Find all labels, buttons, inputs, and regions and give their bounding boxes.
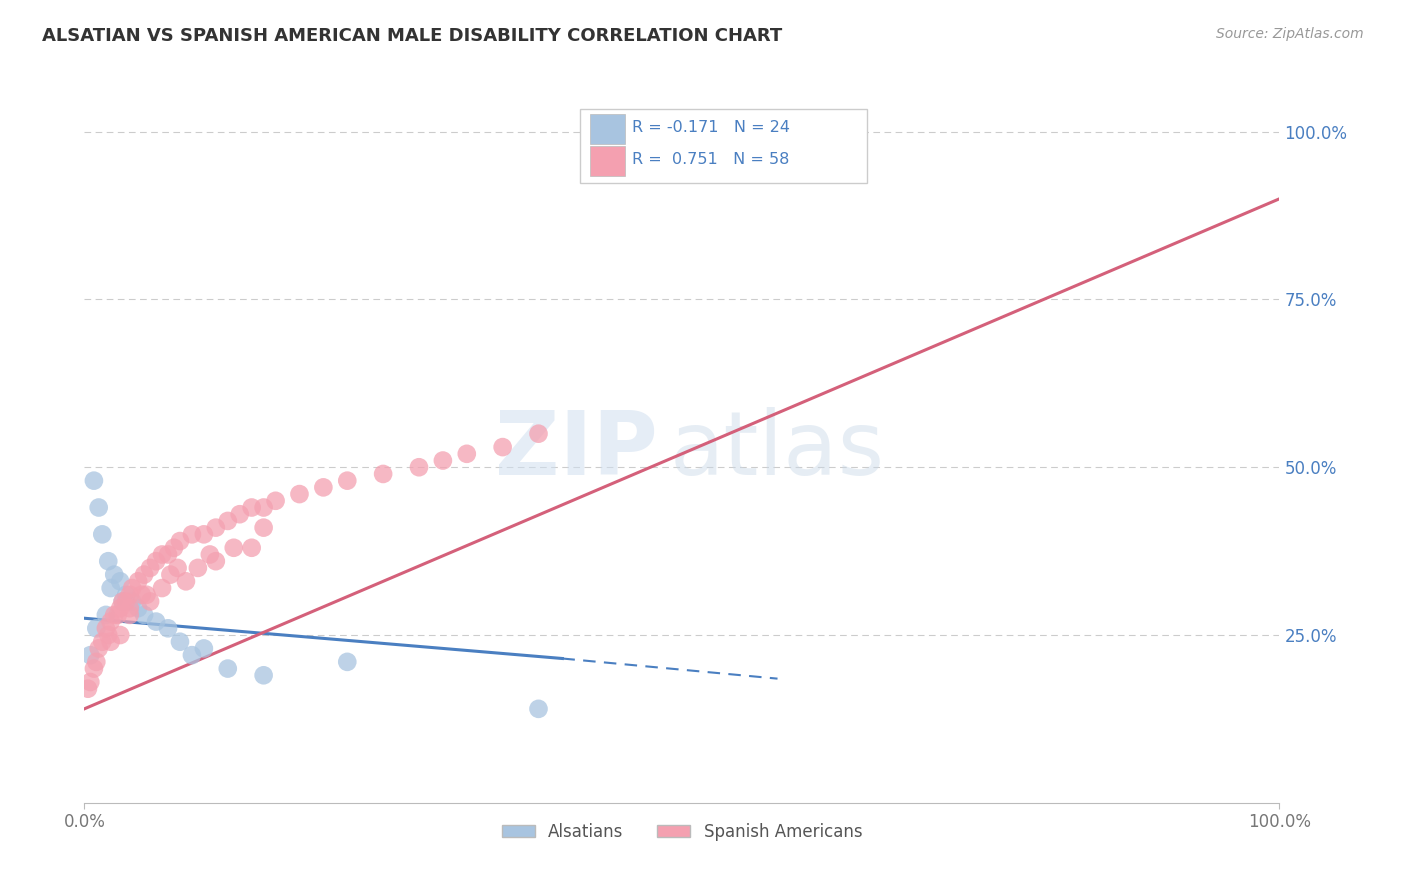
Point xyxy=(150,548,173,562)
Text: R =  0.751   N = 58: R = 0.751 N = 58 xyxy=(631,152,789,167)
Point xyxy=(103,567,125,582)
Point xyxy=(157,621,180,635)
Point xyxy=(527,426,550,441)
Point xyxy=(97,628,120,642)
Point xyxy=(91,634,114,648)
Point xyxy=(163,541,186,555)
Point xyxy=(145,554,167,568)
Point xyxy=(83,662,105,676)
Point xyxy=(169,534,191,549)
Point xyxy=(408,460,430,475)
Point xyxy=(205,521,228,535)
Point xyxy=(198,548,221,562)
Point xyxy=(94,607,117,622)
Point xyxy=(193,527,215,541)
Legend: Alsatians, Spanish Americans: Alsatians, Spanish Americans xyxy=(495,816,869,847)
Point xyxy=(181,527,204,541)
Point xyxy=(110,628,132,642)
Point xyxy=(87,641,110,656)
Point xyxy=(373,467,395,481)
FancyBboxPatch shape xyxy=(581,109,868,183)
Point xyxy=(97,554,120,568)
Text: ALSATIAN VS SPANISH AMERICAN MALE DISABILITY CORRELATION CHART: ALSATIAN VS SPANISH AMERICAN MALE DISABI… xyxy=(42,27,782,45)
Point xyxy=(150,581,173,595)
Point xyxy=(127,574,149,589)
Point xyxy=(111,594,134,608)
Text: R = -0.171   N = 24: R = -0.171 N = 24 xyxy=(631,120,790,136)
Point xyxy=(100,581,122,595)
Point xyxy=(187,561,209,575)
Point xyxy=(253,521,276,535)
Point xyxy=(229,507,252,521)
Point xyxy=(169,634,191,648)
Point xyxy=(264,493,287,508)
Point xyxy=(100,634,122,648)
Point xyxy=(121,581,143,595)
Point xyxy=(145,615,167,629)
Point xyxy=(77,681,100,696)
Point xyxy=(110,574,132,589)
Text: ZIP: ZIP xyxy=(495,407,658,494)
Point xyxy=(111,594,134,608)
Point xyxy=(312,480,335,494)
Point xyxy=(135,588,157,602)
Point xyxy=(115,594,138,608)
Point xyxy=(100,615,122,629)
Point xyxy=(240,500,263,515)
Point xyxy=(94,621,117,635)
Point xyxy=(132,567,156,582)
Point xyxy=(139,594,162,608)
Point xyxy=(159,567,181,582)
Point xyxy=(193,641,215,656)
Point xyxy=(121,594,143,608)
Point xyxy=(86,655,108,669)
Point xyxy=(103,607,125,622)
Point xyxy=(118,601,141,615)
Point xyxy=(174,574,197,589)
Point xyxy=(432,453,454,467)
Point xyxy=(205,554,228,568)
Point xyxy=(217,514,239,528)
Point xyxy=(336,474,359,488)
FancyBboxPatch shape xyxy=(591,114,624,144)
Point xyxy=(527,702,550,716)
Point xyxy=(86,621,108,635)
FancyBboxPatch shape xyxy=(591,146,624,176)
Point xyxy=(132,607,156,622)
Point xyxy=(253,500,276,515)
Point xyxy=(115,588,138,602)
Point xyxy=(131,588,153,602)
Text: Source: ZipAtlas.com: Source: ZipAtlas.com xyxy=(1216,27,1364,41)
Point xyxy=(107,607,129,622)
Text: atlas: atlas xyxy=(671,407,886,494)
Point xyxy=(79,648,101,662)
Point xyxy=(181,648,204,662)
Point xyxy=(87,500,110,515)
Point xyxy=(240,541,263,555)
Point xyxy=(336,655,359,669)
Point xyxy=(110,601,132,615)
Point xyxy=(456,447,478,461)
Point xyxy=(288,487,311,501)
Point xyxy=(166,561,188,575)
Point xyxy=(118,607,141,622)
Point xyxy=(157,548,180,562)
Point xyxy=(253,668,276,682)
Point xyxy=(222,541,245,555)
Point xyxy=(118,588,141,602)
Point xyxy=(217,662,239,676)
Point xyxy=(127,601,149,615)
Point xyxy=(492,440,515,454)
Point xyxy=(139,561,162,575)
Point xyxy=(91,527,114,541)
Point xyxy=(83,474,105,488)
Point xyxy=(79,675,101,690)
